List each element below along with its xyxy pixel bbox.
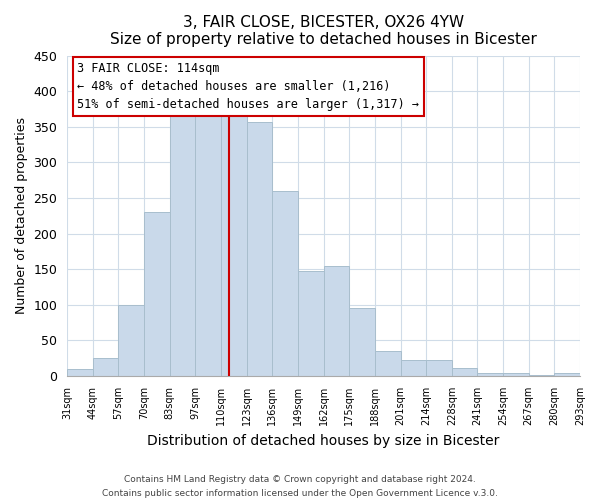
Bar xyxy=(144,212,170,376)
Bar xyxy=(272,191,298,376)
Bar xyxy=(247,122,272,376)
Bar xyxy=(349,308,375,376)
Bar xyxy=(426,360,452,376)
Bar xyxy=(93,358,118,376)
Bar xyxy=(452,368,478,376)
Bar xyxy=(554,373,580,376)
Bar xyxy=(170,116,196,376)
Text: 3 FAIR CLOSE: 114sqm
← 48% of detached houses are smaller (1,216)
51% of semi-de: 3 FAIR CLOSE: 114sqm ← 48% of detached h… xyxy=(77,62,419,111)
Bar xyxy=(323,266,349,376)
Bar xyxy=(503,373,529,376)
X-axis label: Distribution of detached houses by size in Bicester: Distribution of detached houses by size … xyxy=(148,434,500,448)
Bar xyxy=(67,369,93,376)
Bar xyxy=(375,351,401,376)
Bar xyxy=(196,112,221,376)
Y-axis label: Number of detached properties: Number of detached properties xyxy=(15,118,28,314)
Bar xyxy=(118,305,144,376)
Bar xyxy=(221,109,247,376)
Bar xyxy=(298,270,323,376)
Bar xyxy=(478,373,503,376)
Text: Contains HM Land Registry data © Crown copyright and database right 2024.
Contai: Contains HM Land Registry data © Crown c… xyxy=(102,476,498,498)
Bar xyxy=(401,360,426,376)
Title: 3, FAIR CLOSE, BICESTER, OX26 4YW
Size of property relative to detached houses i: 3, FAIR CLOSE, BICESTER, OX26 4YW Size o… xyxy=(110,15,537,48)
